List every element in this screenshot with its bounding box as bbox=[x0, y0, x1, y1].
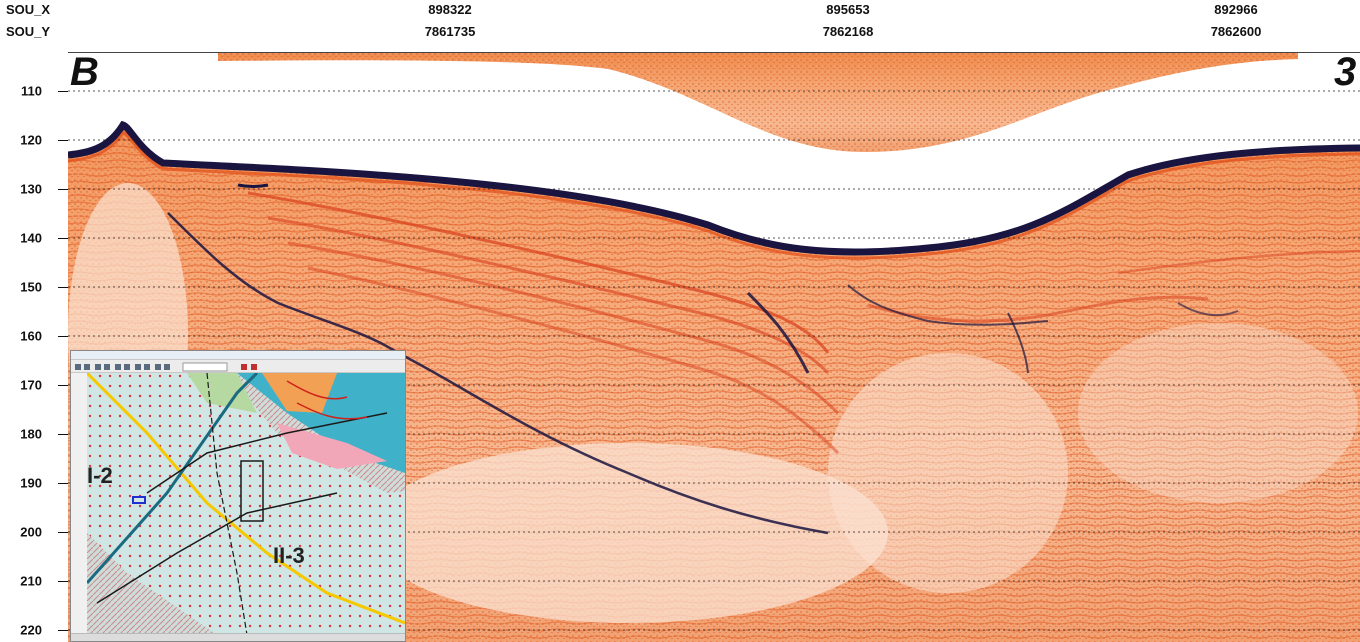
depth-tick-mark bbox=[58, 140, 68, 141]
sou-y-value: 7861735 bbox=[424, 24, 476, 39]
inset-statusbar bbox=[71, 633, 405, 641]
toolbar-icons bbox=[75, 362, 257, 372]
sou-y-value: 7862600 bbox=[1210, 24, 1262, 39]
profile-end-label: 3 bbox=[1334, 50, 1357, 94]
sou-y-row: SOU_Y 7861735 7862168 7862600 bbox=[0, 24, 1360, 44]
geologic-map-graphic bbox=[87, 373, 405, 635]
depth-tick-label: 190 bbox=[20, 475, 42, 491]
depth-tick-mark bbox=[58, 238, 68, 239]
depth-tick-label: 210 bbox=[20, 573, 42, 589]
zone-label: II-3 bbox=[273, 543, 305, 568]
depth-tick-label: 140 bbox=[20, 230, 42, 246]
depth-tick-mark bbox=[58, 532, 68, 533]
depth-tick-label: 220 bbox=[20, 622, 42, 638]
depth-axis: 110 120 130 140 150 160 170 180 190 200 … bbox=[0, 53, 68, 642]
depth-tick-label: 180 bbox=[20, 426, 42, 442]
sou-x-value: 898322 bbox=[428, 2, 472, 17]
depth-tick-label: 170 bbox=[20, 377, 42, 393]
depth-tick-mark bbox=[58, 581, 68, 582]
sou-y-label: SOU_Y bbox=[6, 24, 51, 39]
depth-tick-mark bbox=[58, 630, 68, 631]
sou-x-label: SOU_X bbox=[6, 2, 51, 17]
sou-x-value: 895653 bbox=[826, 2, 870, 17]
depth-tick-label: 130 bbox=[20, 181, 42, 197]
depth-tick-mark bbox=[58, 483, 68, 484]
profile-start-label: B bbox=[70, 50, 99, 94]
depth-tick-mark bbox=[58, 189, 68, 190]
depth-tick-mark bbox=[58, 385, 68, 386]
depth-tick-label: 160 bbox=[20, 328, 42, 344]
depth-tick-mark bbox=[58, 287, 68, 288]
depth-tick-mark bbox=[58, 336, 68, 337]
depth-tick-mark bbox=[58, 434, 68, 435]
depth-tick-label: 120 bbox=[20, 132, 42, 148]
inset-titlebar[interactable] bbox=[71, 351, 405, 360]
depth-tick-label: 200 bbox=[20, 524, 42, 540]
sou-y-value: 7862168 bbox=[822, 24, 874, 39]
header-rule bbox=[68, 52, 1360, 53]
inset-map-window[interactable]: I-2 II-3 bbox=[70, 350, 406, 642]
inset-toolbar bbox=[71, 360, 405, 373]
geologic-map[interactable]: I-2 II-3 bbox=[87, 373, 405, 635]
sou-x-row: SOU_X 898322 895653 892966 bbox=[0, 2, 1360, 22]
depth-tick-mark bbox=[58, 91, 68, 92]
depth-tick-label: 150 bbox=[20, 279, 42, 295]
depth-tick-label: 110 bbox=[21, 83, 42, 99]
sou-x-value: 892966 bbox=[1214, 2, 1258, 17]
zone-label: I-2 bbox=[87, 463, 113, 488]
